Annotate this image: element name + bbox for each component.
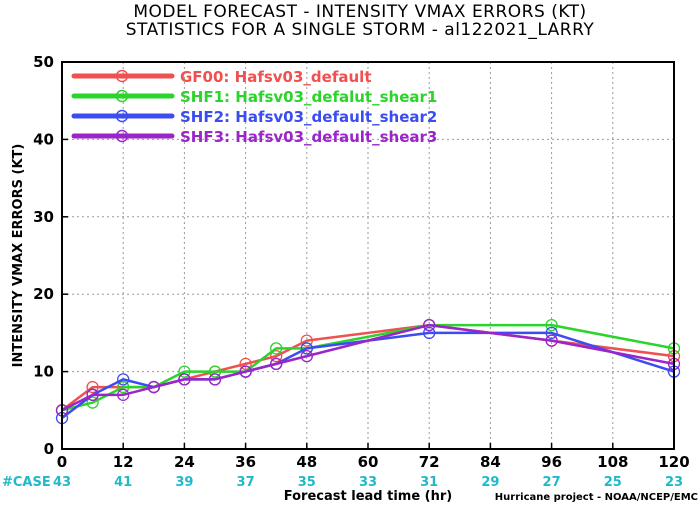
case-count: 35 <box>298 475 316 490</box>
x-tick-label: 84 <box>480 453 501 471</box>
chart-subtitle: STATISTICS FOR A SINGLE STORM - al122021… <box>126 20 595 40</box>
case-count: 41 <box>114 475 132 490</box>
case-count: 31 <box>420 475 438 490</box>
legend-entry: SHF1: Hafsv03_defalut_shear1 <box>180 88 437 106</box>
legend-entry: SHF3: Hafsv03_default_shear3 <box>180 128 437 146</box>
y-tick-label: 30 <box>33 208 54 226</box>
case-count: 39 <box>175 475 193 490</box>
x-tick-label: 60 <box>358 453 379 471</box>
y-tick-label: 20 <box>33 285 54 303</box>
x-tick-label: 120 <box>658 453 689 471</box>
case-count: 33 <box>359 475 377 490</box>
x-tick-label: 72 <box>419 453 440 471</box>
y-axis-label: INTENSITY VMAX ERRORS (KT) <box>11 144 26 368</box>
x-tick-label: 36 <box>235 453 256 471</box>
x-tick-label: 24 <box>174 453 195 471</box>
case-counts: 43 41 39 37 35 33 31 29 27 25 23 <box>53 475 683 490</box>
x-tick-label: 108 <box>597 453 628 471</box>
case-count: 25 <box>604 475 622 490</box>
legend-entry: SHF2: Hafsv03_default_shear2 <box>180 108 437 126</box>
case-count: 37 <box>237 475 255 490</box>
x-tick-label: 12 <box>113 453 134 471</box>
credit-text: Hurricane project - NOAA/NCEP/EMC <box>495 492 698 503</box>
case-count: 29 <box>481 475 499 490</box>
legend: GF00: Hafsv03_default SHF1: Hafsv03_defal… <box>74 68 437 146</box>
y-tick-label: 50 <box>33 53 54 71</box>
y-tick-label: 10 <box>33 363 54 381</box>
x-tick-label: 48 <box>296 453 317 471</box>
y-tick-label: 0 <box>44 440 54 458</box>
x-tick-label: 0 <box>57 453 67 471</box>
case-count: 43 <box>53 475 71 490</box>
case-label: #CASE <box>2 475 51 490</box>
y-tick-label: 40 <box>33 130 54 148</box>
x-tick-label: 96 <box>541 453 562 471</box>
chart-title: MODEL FORECAST - INTENSITY VMAX ERRORS (… <box>133 2 586 22</box>
legend-entry: GF00: Hafsv03_default <box>180 68 371 86</box>
x-tick-labels: 0 12 24 36 48 60 72 84 96 108 120 <box>57 443 690 471</box>
case-count: 23 <box>665 475 683 490</box>
x-axis-label: Forecast lead time (hr) <box>284 489 452 504</box>
case-count: 27 <box>543 475 561 490</box>
